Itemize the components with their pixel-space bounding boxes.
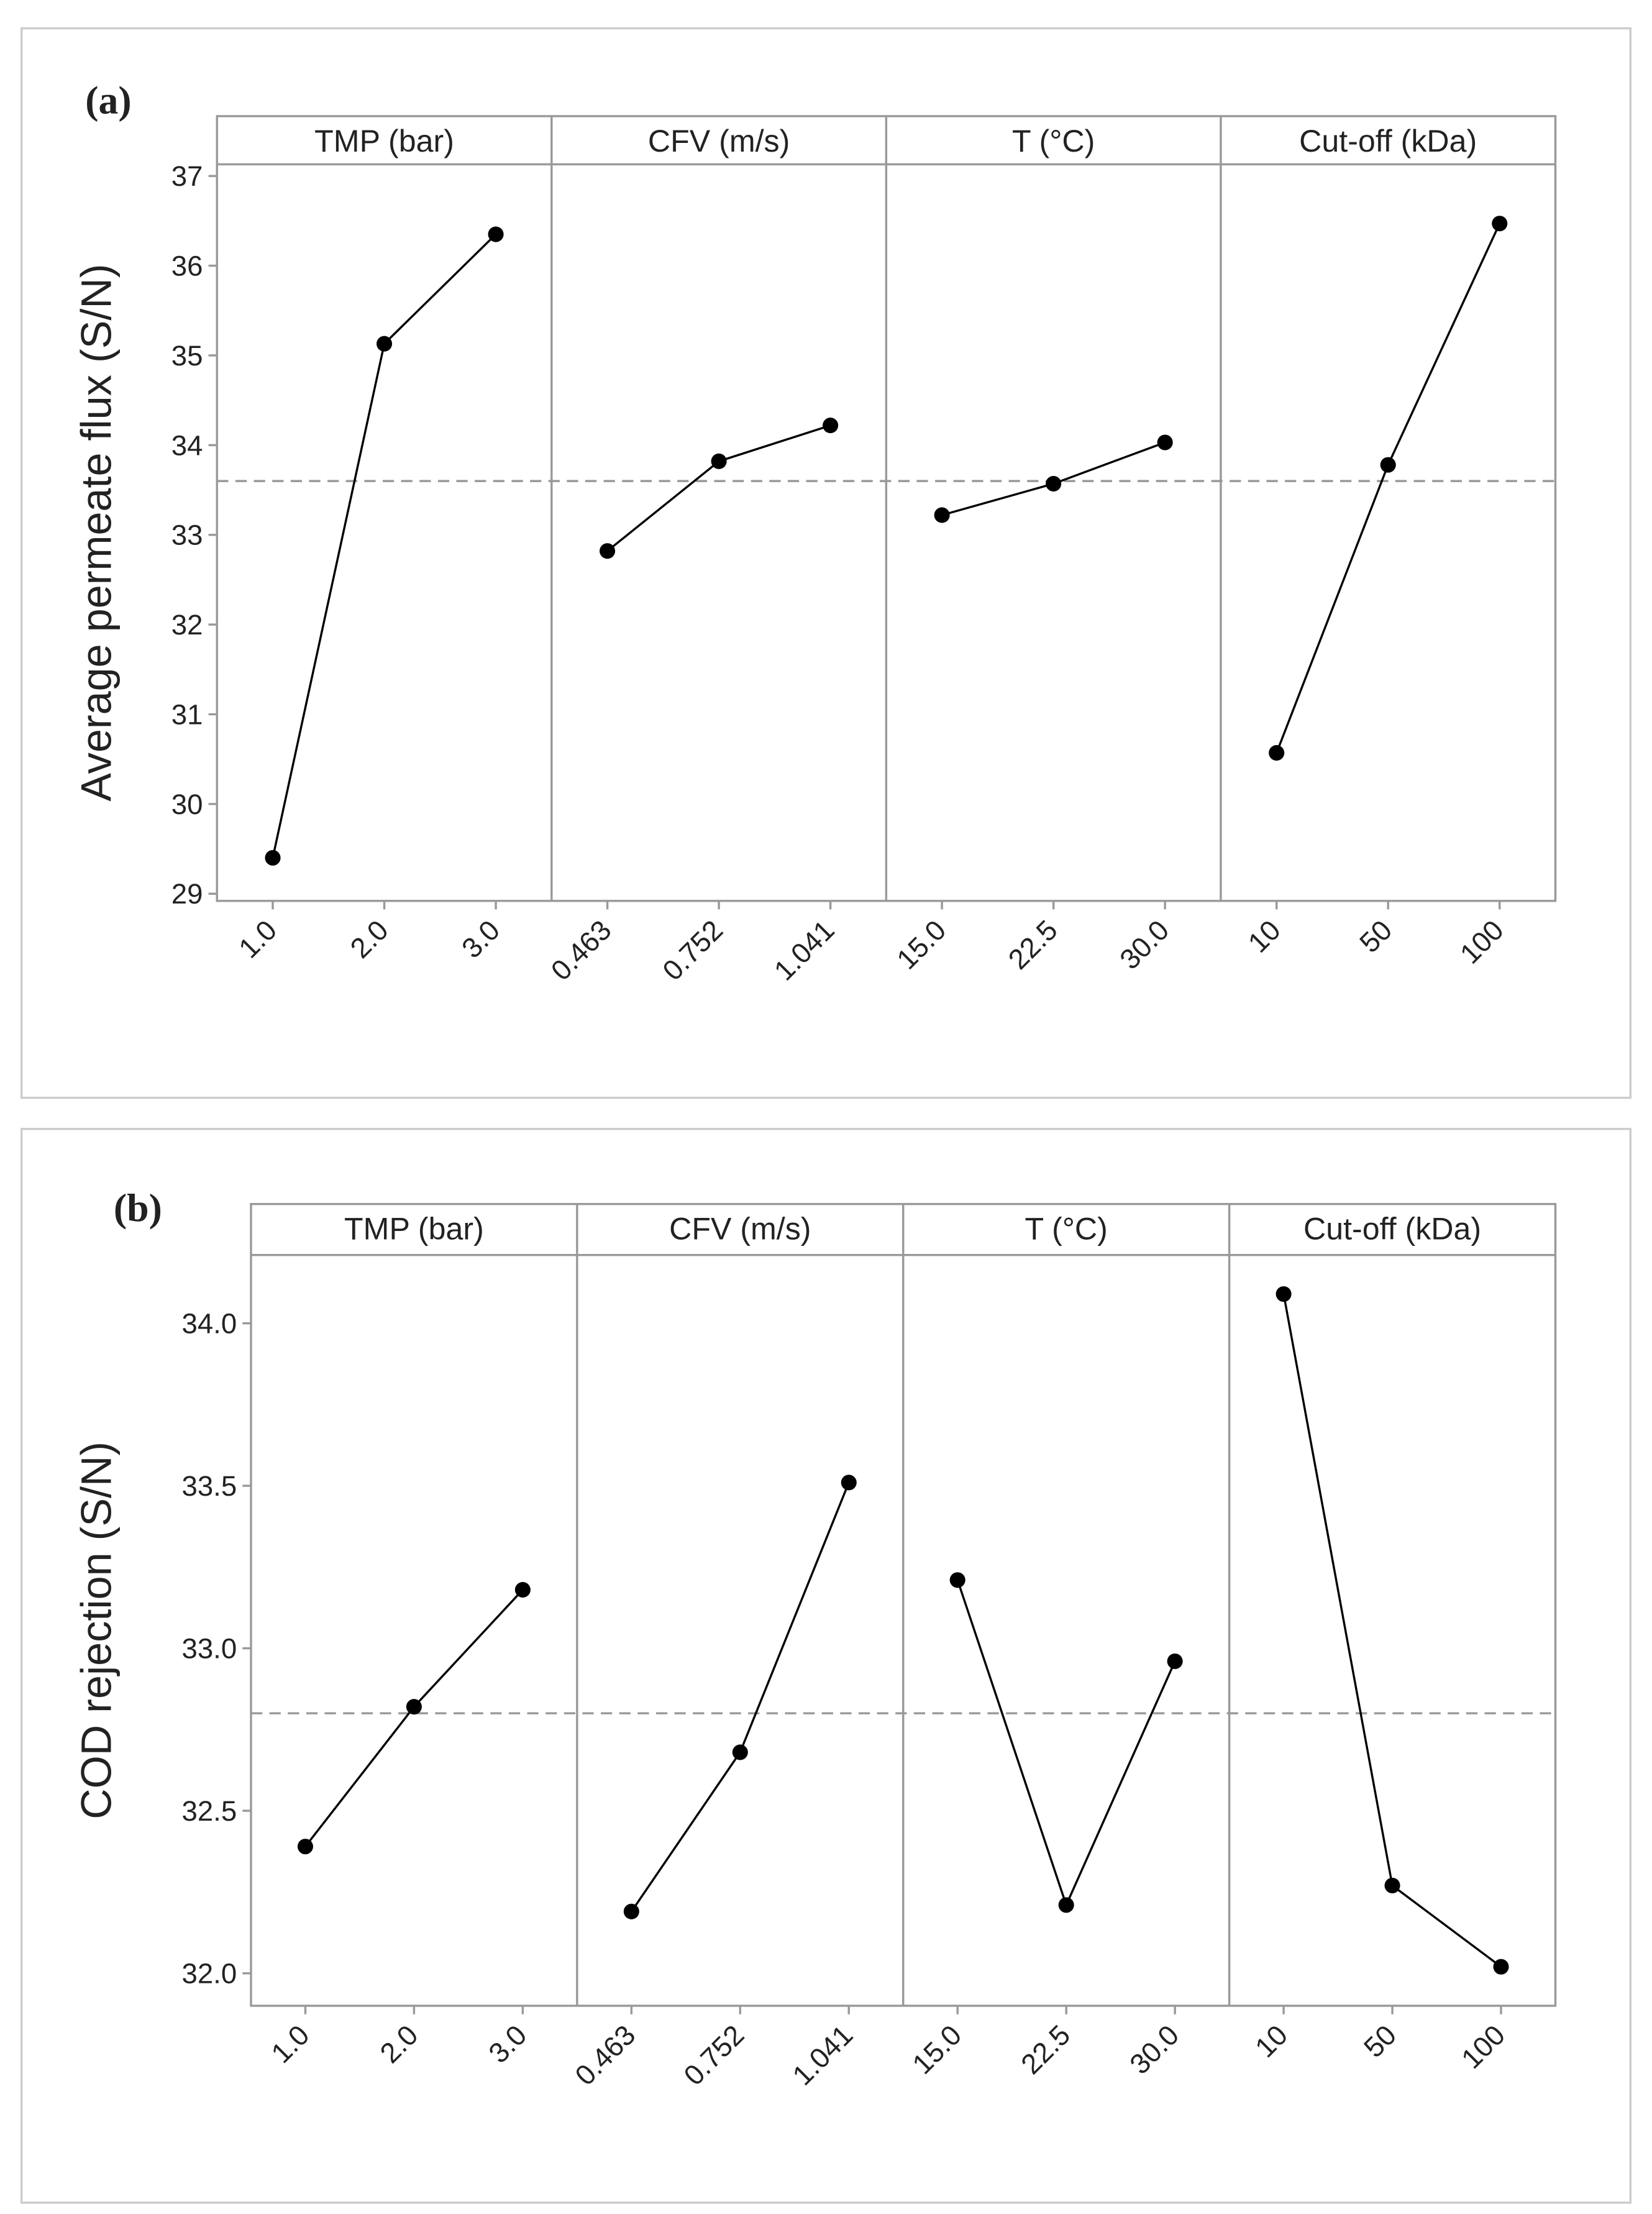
line — [630, 1482, 850, 1913]
x-tick-label: 1.041 — [768, 914, 841, 987]
x-tick-label: 2.0 — [344, 914, 395, 964]
point — [1046, 475, 1062, 492]
y-tick-label: 33.0 — [181, 1633, 237, 1665]
point — [1493, 1959, 1509, 1975]
y-axis-label: Average permeate flux (S/N) — [73, 264, 120, 802]
point — [1058, 1897, 1074, 1913]
x-tick-label: 1.0 — [265, 2019, 316, 2069]
panel-label: (a) — [85, 78, 131, 122]
x-tick-label: 50 — [1358, 2019, 1402, 2064]
panel-title: TMP (bar) — [344, 1212, 484, 1247]
x-tick-label: 10 — [1242, 914, 1287, 959]
y-tick-label: 33.5 — [181, 1470, 237, 1502]
x-tick-label: 1.0 — [232, 914, 283, 964]
point — [1380, 457, 1396, 473]
y-tick-label: 32.5 — [181, 1795, 237, 1827]
point — [623, 1903, 639, 1919]
point — [265, 849, 281, 866]
x-tick-label: 100 — [1455, 2019, 1511, 2075]
point — [1384, 1877, 1400, 1893]
point — [488, 226, 504, 242]
point — [406, 1699, 422, 1715]
y-tick-label: 29 — [171, 878, 203, 910]
line — [304, 1589, 524, 1847]
point — [514, 1581, 531, 1598]
point — [297, 1839, 314, 1855]
y-tick-label: 36 — [171, 250, 203, 282]
y-tick-label: 32.0 — [181, 1958, 237, 1990]
x-tick-label: 15.0 — [891, 914, 952, 976]
x-tick-label: 0.463 — [569, 2019, 642, 2092]
frame — [20, 1128, 1632, 2204]
point — [841, 1475, 857, 1491]
x-tick-label: 3.0 — [483, 2019, 533, 2069]
point — [1269, 745, 1285, 761]
y-tick-label: 35 — [171, 340, 203, 372]
panel-title: T (°C) — [1012, 124, 1095, 158]
x-tick-label: 1.041 — [787, 2019, 859, 2092]
x-tick-label: 0.752 — [657, 914, 729, 987]
x-tick-label: 50 — [1353, 914, 1398, 959]
point — [823, 418, 839, 434]
panel-title: TMP (bar) — [314, 124, 454, 158]
point — [934, 507, 950, 523]
x-tick-label: 10 — [1249, 2019, 1294, 2064]
y-tick-label: 33 — [171, 519, 203, 551]
panel-label: (b) — [114, 1186, 162, 1230]
x-tick-label: 22.5 — [1015, 2019, 1077, 2080]
x-tick-label: 2.0 — [374, 2019, 424, 2069]
y-axis-label: COD rejection (S/N) — [73, 1442, 120, 1819]
point — [1276, 1286, 1292, 1302]
point — [1492, 216, 1508, 232]
y-tick-label: 34.0 — [181, 1308, 237, 1340]
x-tick-label: 30.0 — [1124, 2019, 1185, 2080]
panel-title: T (°C) — [1025, 1212, 1108, 1247]
line — [1276, 223, 1501, 754]
x-tick-label: 0.463 — [545, 914, 618, 987]
panel-title: CFV (m/s) — [648, 124, 790, 158]
x-tick-label: 30.0 — [1114, 914, 1175, 976]
x-tick-label: 15.0 — [906, 2019, 968, 2080]
panel-title: CFV (m/s) — [669, 1212, 811, 1247]
x-tick-label: 100 — [1454, 914, 1510, 970]
line — [606, 424, 831, 552]
panel-title: Cut-off (kDa) — [1303, 1212, 1481, 1247]
line — [956, 1580, 1176, 1908]
point — [1167, 1653, 1183, 1670]
y-tick-label: 31 — [171, 698, 203, 730]
y-tick-label: 37 — [171, 160, 203, 192]
y-tick-label: 30 — [171, 789, 203, 820]
line — [1282, 1294, 1502, 1968]
x-tick-label: 0.752 — [678, 2019, 751, 2092]
point — [376, 336, 393, 352]
y-tick-label: 34 — [171, 429, 203, 461]
line — [272, 233, 497, 858]
point — [600, 543, 616, 559]
frame — [20, 27, 1632, 1099]
point — [711, 453, 727, 469]
x-tick-label: 3.0 — [455, 914, 506, 964]
point — [1157, 434, 1173, 451]
point — [732, 1744, 748, 1760]
point — [949, 1572, 965, 1588]
y-tick-label: 32 — [171, 609, 203, 641]
panel-title: Cut-off (kDa) — [1299, 124, 1477, 158]
x-tick-label: 22.5 — [1002, 914, 1064, 976]
